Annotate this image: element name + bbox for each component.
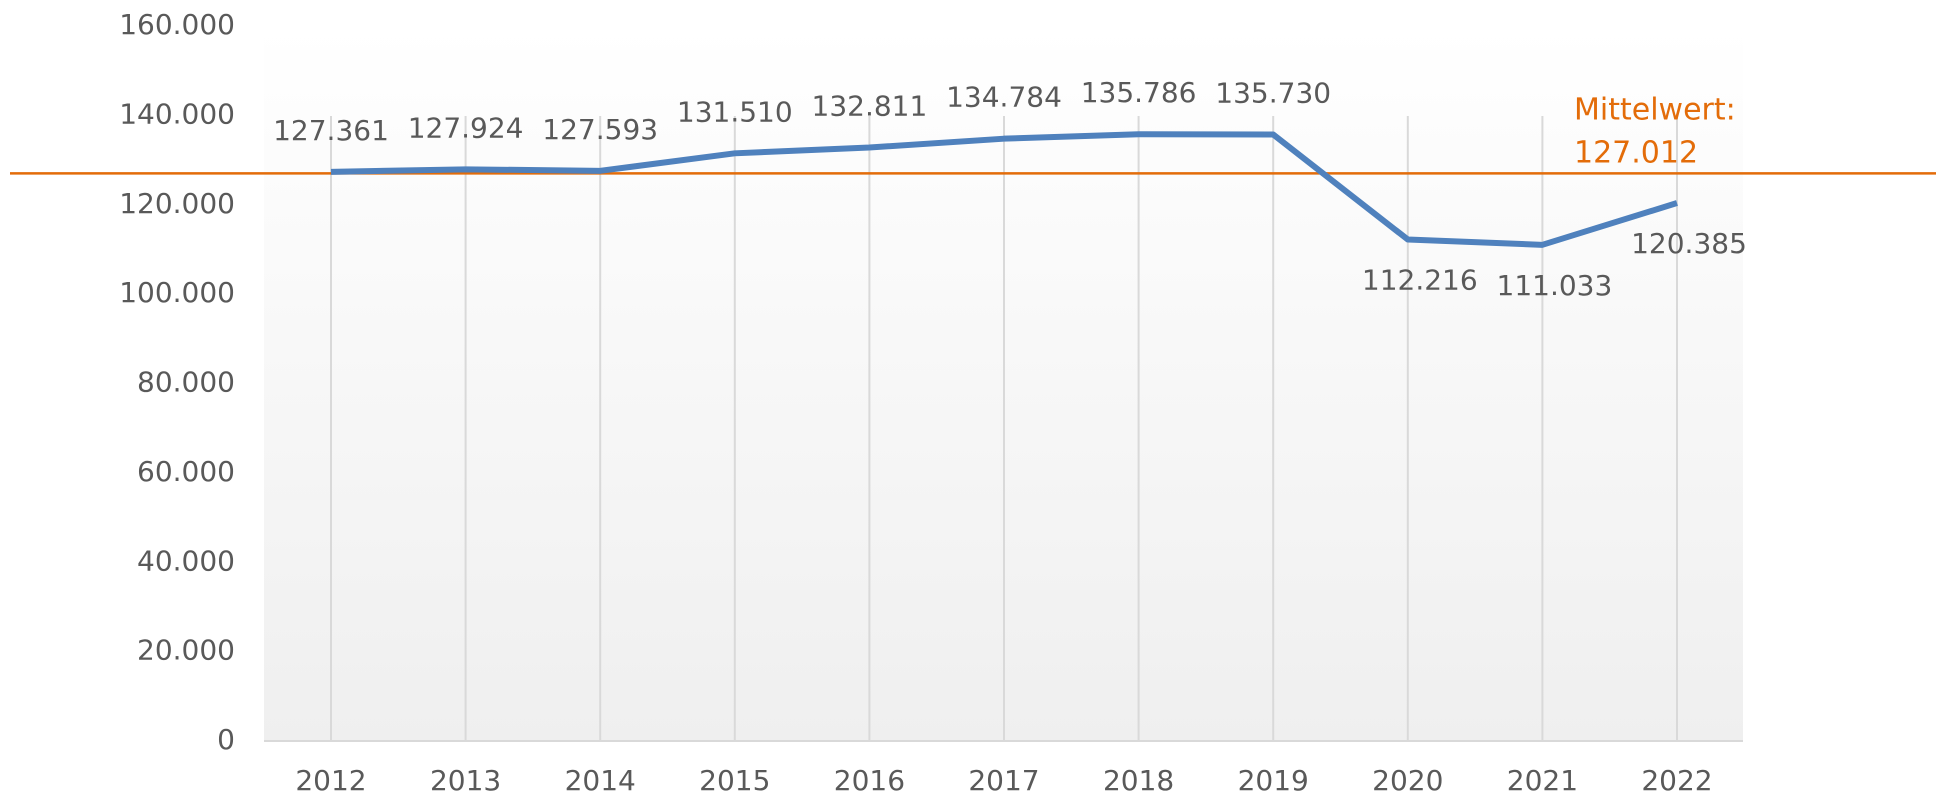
- y-tick-label: 100.000: [119, 276, 235, 309]
- data-label: 112.216: [1362, 264, 1478, 297]
- x-tick-label: 2017: [968, 764, 1039, 796]
- x-tick-label: 2021: [1507, 764, 1578, 796]
- y-tick-label: 160.000: [119, 8, 235, 41]
- x-tick-label: 2022: [1641, 764, 1712, 796]
- mean-value-label: 127.012: [1574, 136, 1698, 171]
- x-tick-label: 2015: [699, 764, 770, 796]
- data-label: 134.784: [946, 81, 1062, 114]
- series-line: [330, 131, 1678, 248]
- x-tick-label: 2014: [565, 764, 636, 796]
- data-label: 111.033: [1497, 269, 1613, 302]
- data-label: 127.593: [542, 113, 658, 146]
- y-tick-label: 40.000: [137, 544, 235, 577]
- y-tick-label: 60.000: [137, 455, 235, 488]
- data-label: 120.385: [1631, 227, 1747, 260]
- x-tick-label: 2016: [834, 764, 905, 796]
- y-tick-label: 140.000: [119, 97, 235, 130]
- data-label: 135.730: [1215, 76, 1331, 109]
- data-label: 127.361: [273, 114, 389, 147]
- x-tick-label: 2020: [1372, 764, 1443, 796]
- mean-label: Mittelwert:: [1574, 93, 1736, 128]
- x-tick-label: 2013: [430, 764, 501, 796]
- data-label: 131.510: [677, 95, 793, 128]
- data-label: 135.786: [1081, 76, 1197, 109]
- y-tick-label: 80.000: [137, 366, 235, 399]
- x-tick-label: 2018: [1103, 764, 1174, 796]
- data-label: 127.924: [408, 111, 524, 144]
- x-tick-label: 2019: [1238, 764, 1309, 796]
- y-tick-label: 120.000: [119, 187, 235, 220]
- data-label: 132.811: [812, 90, 928, 123]
- x-tick-label: 2012: [295, 764, 366, 796]
- y-tick-label: 20.000: [137, 634, 235, 667]
- y-tick-label: 0: [217, 723, 235, 756]
